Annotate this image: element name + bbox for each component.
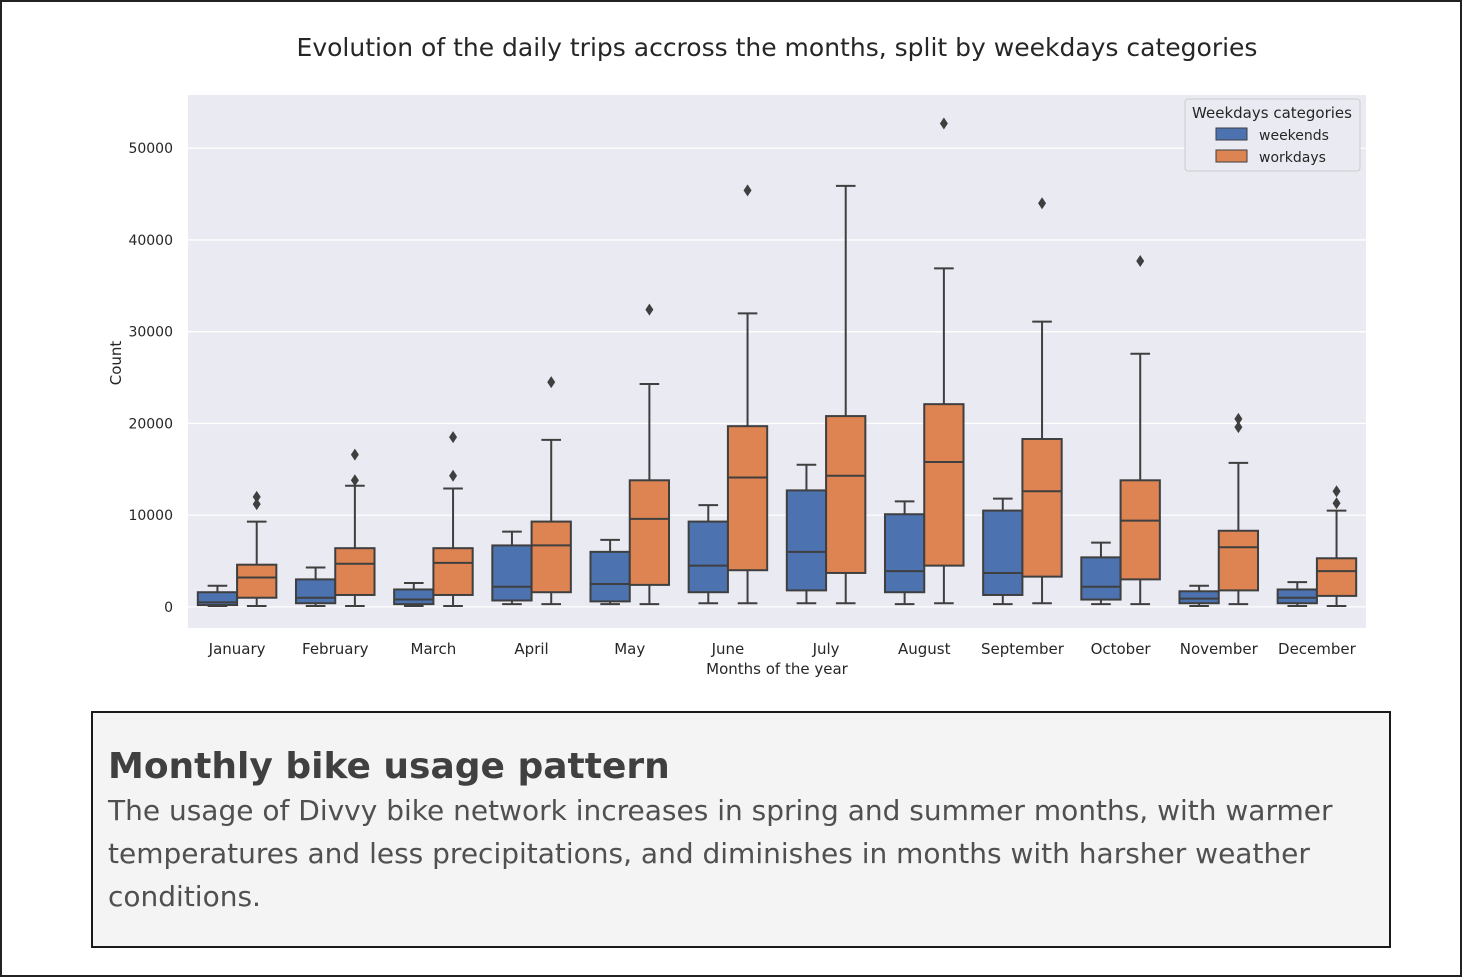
caption-title: Monthly bike usage pattern bbox=[108, 746, 670, 787]
box-series bbox=[196, 117, 1358, 607]
x-tick-labels: January February March April May June July Augu… bbox=[208, 640, 1357, 658]
outlier-point bbox=[939, 117, 948, 130]
legend: Weekdays categories weekends workdays bbox=[1184, 98, 1361, 172]
x-tick-label: April bbox=[514, 640, 548, 658]
outlier-point bbox=[1332, 485, 1341, 498]
box-iqr bbox=[785, 489, 828, 592]
outlier-point bbox=[1332, 497, 1341, 510]
box-workdays bbox=[334, 448, 376, 607]
x-tick-label: March bbox=[411, 640, 457, 658]
box-iqr bbox=[1080, 556, 1122, 601]
box-weekends bbox=[785, 463, 828, 605]
box-workdays bbox=[432, 431, 474, 607]
outlier-point bbox=[350, 448, 359, 461]
box-iqr bbox=[530, 520, 572, 594]
box-iqr bbox=[825, 415, 867, 574]
x-tick-label: September bbox=[981, 640, 1065, 658]
y-tick-label: 30000 bbox=[128, 325, 173, 341]
box-iqr bbox=[1178, 590, 1220, 605]
y-tick-label: 20000 bbox=[128, 416, 173, 432]
outlier-point bbox=[547, 376, 556, 389]
box-iqr bbox=[687, 520, 729, 594]
outlier-point bbox=[1234, 421, 1243, 434]
outlier-point bbox=[350, 474, 359, 487]
box-workdays bbox=[825, 184, 867, 605]
legend-label-workdays: workdays bbox=[1259, 150, 1326, 166]
x-tick-label: May bbox=[614, 640, 645, 658]
outlier-point bbox=[645, 303, 654, 316]
box-weekends bbox=[1080, 541, 1122, 606]
caption-text: The usage of Divvy bike network increase… bbox=[108, 794, 1333, 913]
box-workdays bbox=[1021, 197, 1063, 605]
caption-box: Monthly bike usage pattern The usage of … bbox=[91, 711, 1391, 948]
box-workdays bbox=[726, 184, 769, 605]
x-axis-label: Months of the year bbox=[706, 660, 849, 678]
box-iqr bbox=[393, 588, 435, 606]
box-iqr bbox=[883, 513, 926, 594]
box-workdays bbox=[923, 117, 965, 605]
y-axis-label: Count bbox=[107, 341, 125, 386]
box-workdays bbox=[1119, 255, 1161, 606]
box-iqr bbox=[334, 547, 376, 596]
box-workdays bbox=[1315, 485, 1358, 607]
box-workdays bbox=[628, 303, 671, 606]
box-iqr bbox=[923, 403, 965, 567]
box-iqr bbox=[982, 509, 1024, 596]
chart-title: Evolution of the daily trips accross the… bbox=[297, 33, 1258, 62]
y-tick-label: 40000 bbox=[128, 233, 173, 249]
x-tick-label: October bbox=[1091, 640, 1152, 658]
legend-label-weekends: weekends bbox=[1259, 128, 1329, 144]
y-tick-label: 10000 bbox=[128, 508, 173, 524]
box-weekends bbox=[982, 497, 1024, 606]
outlier-point bbox=[1038, 197, 1047, 210]
box-iqr bbox=[1315, 557, 1358, 597]
grid-lines bbox=[188, 147, 1366, 608]
box-weekends bbox=[883, 500, 926, 606]
box-iqr bbox=[726, 425, 769, 572]
outlier-point bbox=[1234, 412, 1243, 425]
box-weekends bbox=[589, 538, 631, 606]
box-iqr bbox=[491, 544, 533, 602]
x-tick-label: December bbox=[1278, 640, 1357, 658]
x-tick-label: November bbox=[1180, 640, 1259, 658]
x-tick-label: January bbox=[208, 640, 266, 658]
x-tick-label: August bbox=[898, 640, 951, 658]
y-tick-label: 0 bbox=[164, 600, 173, 616]
box-weekends bbox=[1178, 584, 1220, 607]
outlier-point bbox=[743, 184, 752, 197]
outlier-point bbox=[252, 490, 261, 503]
box-iqr bbox=[1119, 479, 1161, 581]
outlier-point bbox=[449, 469, 458, 482]
y-tick-label: 50000 bbox=[128, 141, 173, 157]
box-workdays bbox=[236, 490, 278, 607]
legend-swatch-weekends bbox=[1215, 127, 1248, 141]
x-tick-label: July bbox=[812, 640, 840, 658]
legend-swatch-workdays bbox=[1215, 149, 1248, 163]
box-weekends bbox=[393, 582, 435, 607]
x-tick-label: June bbox=[711, 640, 745, 658]
outlier-point bbox=[449, 431, 458, 444]
box-weekends bbox=[196, 584, 239, 607]
box-iqr bbox=[628, 479, 671, 586]
plot-area bbox=[188, 95, 1366, 628]
y-tick-labels: 0 10000 20000 30000 40000 50000 bbox=[128, 141, 173, 616]
outlier-point bbox=[1136, 255, 1145, 268]
box-iqr bbox=[236, 563, 278, 599]
boxplot-chart: Evolution of the daily trips accross the… bbox=[107, 33, 1366, 678]
box-iqr bbox=[589, 550, 631, 603]
box-iqr bbox=[1276, 588, 1318, 605]
box-workdays bbox=[530, 376, 572, 606]
outlier-point bbox=[252, 498, 261, 511]
box-weekends bbox=[1276, 581, 1318, 607]
box-weekends bbox=[491, 530, 533, 606]
box-iqr bbox=[1217, 529, 1260, 592]
legend-title: Weekdays categories bbox=[1192, 104, 1352, 122]
box-iqr bbox=[294, 578, 337, 605]
x-tick-label: February bbox=[302, 640, 369, 658]
box-iqr bbox=[432, 547, 474, 596]
box-workdays bbox=[1217, 412, 1260, 606]
box-iqr bbox=[1021, 438, 1063, 578]
box-weekends bbox=[687, 504, 729, 605]
